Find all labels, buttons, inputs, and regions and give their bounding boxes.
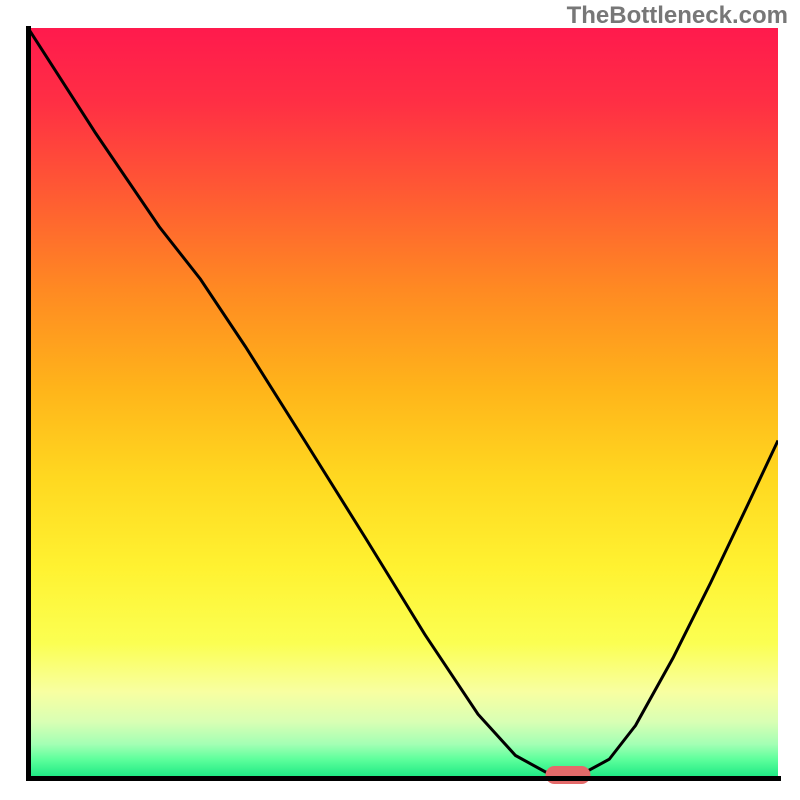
y-axis	[26, 26, 31, 781]
watermark-text: TheBottleneck.com	[567, 2, 788, 30]
plot-area	[28, 28, 778, 778]
bottleneck-curve	[28, 28, 778, 774]
curve-svg	[28, 28, 778, 778]
x-axis	[26, 776, 781, 781]
chart-container: TheBottleneck.com	[0, 0, 800, 800]
